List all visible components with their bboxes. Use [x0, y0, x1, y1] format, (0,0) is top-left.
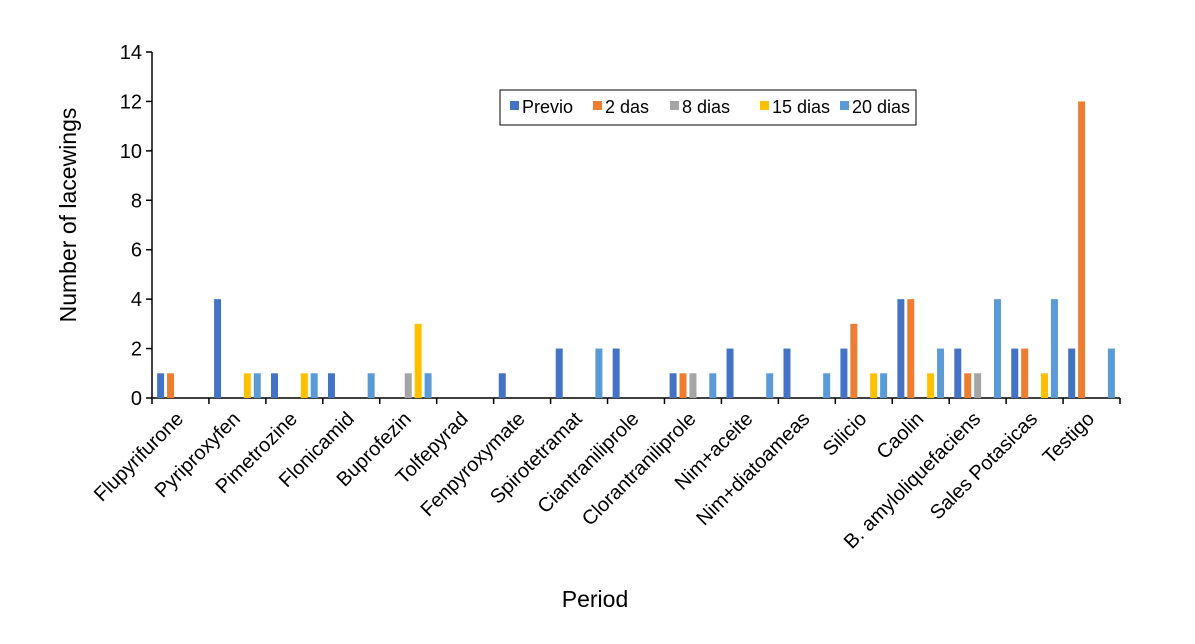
x-axis	[151, 397, 1121, 404]
bar	[414, 323, 422, 398]
bar	[498, 373, 506, 398]
bar	[927, 373, 935, 398]
legend-label: 15 dias	[772, 97, 830, 117]
bar	[157, 373, 165, 398]
bar	[310, 373, 318, 398]
y-tick-label: 2	[131, 339, 142, 361]
bar	[850, 323, 858, 398]
bar	[243, 373, 251, 398]
bar	[1107, 348, 1115, 398]
bar	[954, 348, 962, 398]
y-tick-label: 8	[131, 190, 142, 212]
x-tick-label: Testigo	[1039, 408, 1099, 468]
bar	[555, 348, 563, 398]
bar	[167, 373, 175, 398]
x-tick-label: Fenpyroxymate	[417, 408, 530, 521]
bar	[424, 373, 432, 398]
bar	[214, 299, 222, 398]
legend-swatch	[840, 101, 849, 110]
legend-label: Previo	[522, 97, 573, 117]
bar	[679, 373, 687, 398]
bar	[907, 299, 915, 398]
bar	[1021, 348, 1029, 398]
bar	[595, 348, 603, 398]
y-tick-label: 6	[131, 240, 142, 262]
bar	[1068, 348, 1076, 398]
bar	[726, 348, 734, 398]
y-tick-label: 4	[131, 289, 142, 311]
bar	[689, 373, 697, 398]
y-tick-label: 10	[120, 141, 142, 163]
bar	[669, 373, 677, 398]
bar	[1050, 299, 1058, 398]
bar	[253, 373, 261, 398]
legend-swatch	[670, 101, 679, 110]
bar	[766, 373, 774, 398]
bar	[404, 373, 412, 398]
y-tick-label: 12	[120, 91, 142, 113]
legend-swatch	[760, 101, 769, 110]
bar	[327, 373, 335, 398]
bar	[870, 373, 878, 398]
bar	[783, 348, 791, 398]
x-tick-label: Caolin	[873, 408, 929, 464]
bar	[1041, 373, 1049, 398]
bar	[823, 373, 831, 398]
x-axis-title: Period	[562, 586, 628, 612]
bar	[964, 373, 972, 398]
bar	[612, 348, 620, 398]
y-axis: 0 2 4 6 8 10 12 14	[120, 42, 153, 410]
bar	[1011, 348, 1019, 398]
bar	[880, 373, 888, 398]
bar	[897, 299, 905, 398]
bar	[937, 348, 945, 398]
legend-label: 8 dias	[682, 97, 730, 117]
y-axis-title: Number of lacewings	[55, 108, 81, 323]
x-tick-label: Silicio	[819, 408, 872, 461]
bar	[993, 299, 1001, 398]
bar	[300, 373, 308, 398]
legend-label: 2 das	[605, 97, 649, 117]
legend-swatch	[593, 101, 602, 110]
x-tick-label: Ciantraniliprole	[534, 408, 644, 518]
category-labels: FlupyrifuronePyriproxyfenPimetrozineFlon…	[90, 408, 1099, 554]
bar	[367, 373, 375, 398]
bar	[709, 373, 717, 398]
x-tick-label: Sales Potasicas	[926, 408, 1042, 524]
bars	[157, 101, 1115, 398]
bar	[974, 373, 982, 398]
y-tick-label: 0	[131, 388, 142, 410]
bar	[840, 348, 848, 398]
y-tick-label: 14	[120, 42, 142, 64]
bar	[271, 373, 279, 398]
legend-swatch	[510, 101, 519, 110]
bar	[1078, 101, 1086, 398]
legend: Previo 2 das 8 dias 15 dias 20 dias	[499, 89, 917, 126]
legend-label: 20 dias	[852, 97, 910, 117]
